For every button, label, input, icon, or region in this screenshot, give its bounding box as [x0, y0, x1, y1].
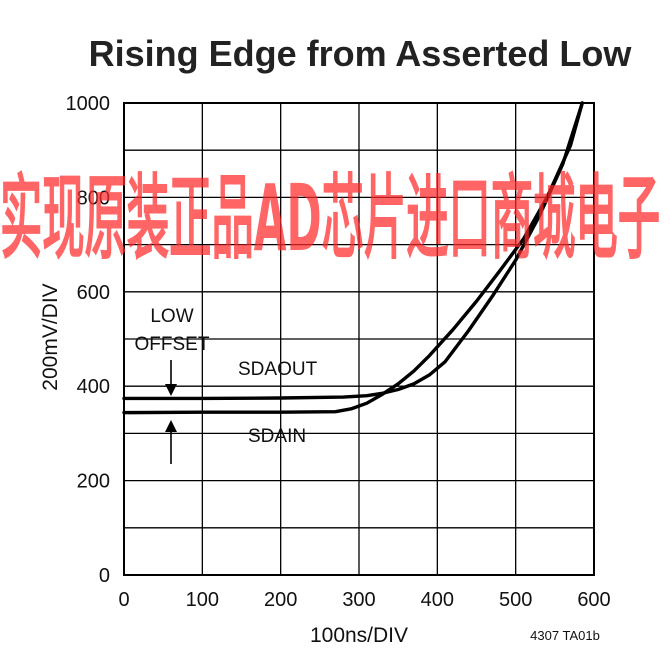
y-axis-label: 200mV/DIV [39, 283, 62, 390]
y-tick-label: 600 [77, 282, 110, 304]
low-offset-label-line1: LOW [150, 306, 193, 327]
plot-frame [123, 102, 595, 576]
x-tick-label: 600 [577, 589, 610, 611]
series-line-sdaout [122, 101, 584, 401]
y-tick-label: 800 [77, 187, 110, 209]
tick-labels: 0 100 200 300 400 500 600 0 200 400 600 800 1000 [66, 93, 611, 611]
y-tick-label: 200 [77, 471, 110, 493]
grid [123, 102, 595, 576]
sdaout-label: SDAOUT [238, 359, 318, 380]
low-offset-label-line2: OFFSET [135, 334, 210, 355]
x-tick-label: 200 [264, 589, 297, 611]
offset-arrow-up-head [165, 420, 177, 432]
x-tick-label: 100 [186, 589, 219, 611]
chart-title: Rising Edge from Asserted Low [89, 33, 633, 74]
watermark: 实现原装正品AD芯片进口商城电子 [0, 165, 660, 272]
x-tick-label: 300 [342, 589, 375, 611]
y-tick-label: 0 [99, 565, 110, 587]
sdain-label: SDAIN [248, 426, 306, 447]
offset-arrow-down-head [165, 384, 177, 396]
figure-code: 4307 TA01b [530, 628, 600, 643]
x-axis-label: 100ns/DIV [310, 624, 408, 647]
x-tick-label: 0 [118, 589, 129, 611]
offset-arrows [165, 360, 177, 464]
series-lines [122, 101, 584, 415]
x-tick-label: 400 [421, 589, 454, 611]
y-tick-label: 400 [77, 376, 110, 398]
y-tick-label: 1000 [66, 93, 111, 115]
series-line-sdain [122, 101, 584, 415]
x-tick-label: 500 [499, 589, 532, 611]
